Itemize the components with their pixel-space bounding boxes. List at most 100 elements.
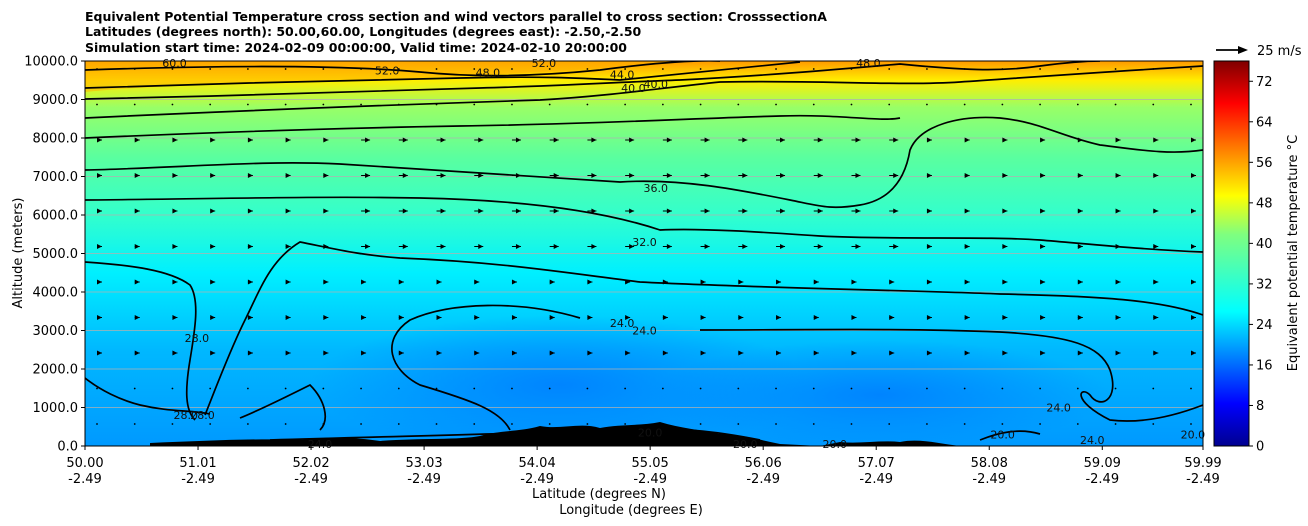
wind-vector-head — [1115, 279, 1121, 285]
contour-label: 20.0 — [823, 438, 848, 451]
wind-vector-head — [700, 315, 706, 320]
wind-vector-head — [365, 244, 371, 249]
wind-vector-head — [1002, 244, 1008, 249]
wind-vector-head — [893, 244, 899, 249]
wind-vector-head — [285, 173, 291, 178]
wind-vector-dot — [284, 68, 287, 70]
wind-vector-dot — [737, 103, 740, 106]
wind-vector-head — [704, 173, 710, 178]
wind-vector-head — [210, 137, 216, 143]
wind-vector-head — [97, 137, 102, 143]
wind-vector-dot — [171, 423, 174, 425]
wind-vector-dot — [775, 423, 777, 425]
wind-vector-dot — [1152, 387, 1155, 390]
wind-vector-head — [662, 350, 668, 356]
wind-vector-head — [553, 173, 559, 178]
wind-vector-head — [361, 350, 367, 356]
wind-vector-dot — [888, 387, 891, 390]
contour-label: 24.0 — [1046, 402, 1071, 415]
wind-vector-head — [172, 315, 178, 320]
colorbar-gradient — [1213, 60, 1250, 447]
wind-vector-head — [1115, 137, 1121, 143]
wind-vector-head — [97, 279, 102, 285]
wind-vector-head — [511, 315, 517, 320]
wind-vector-head — [964, 208, 970, 214]
wind-vector-head — [398, 279, 404, 285]
wind-vector-head — [1153, 173, 1159, 178]
wind-vector-head — [402, 173, 408, 178]
wind-vector-head — [742, 208, 748, 214]
wind-vector-head — [323, 350, 329, 356]
wind-vector-dot — [435, 387, 438, 390]
wind-vector-head — [893, 137, 899, 143]
wind-vector-head — [742, 244, 748, 249]
wind-vector-dot — [435, 68, 438, 70]
wind-vector-head — [478, 137, 484, 143]
wind-vector-dot — [246, 103, 249, 106]
wind-vector-dot — [548, 387, 551, 390]
wind-vector-dot — [511, 103, 513, 106]
wind-vector-head — [780, 173, 786, 178]
wind-vector-head — [662, 315, 668, 320]
plot-area — [85, 61, 1203, 446]
wind-vector-dot — [96, 387, 98, 390]
wind-vector-dot — [1114, 103, 1117, 106]
wind-vector-dot — [171, 68, 174, 70]
wind-vector-head — [1077, 279, 1083, 285]
wind-vector-head — [1153, 350, 1159, 356]
wind-vector-head — [742, 137, 748, 143]
wind-vector-dot — [171, 387, 174, 390]
x-tick-label-lon: -2.49 — [859, 472, 893, 487]
wind-vector-head — [591, 244, 597, 249]
wind-vector-dot — [775, 103, 777, 106]
wind-vector-dot — [360, 423, 362, 425]
wind-vector-dot — [1152, 103, 1155, 106]
wind-vector-dot — [360, 103, 362, 106]
wind-vector-head — [440, 244, 446, 249]
wind-vector-head — [587, 315, 593, 320]
x-tick-label-lon: -2.49 — [520, 472, 554, 487]
wind-vector-dot — [322, 103, 325, 106]
wind-vector-head — [738, 350, 744, 356]
wind-vector-head — [247, 137, 253, 143]
contour-label: 28.0 — [173, 409, 198, 422]
wind-vector-dot — [397, 68, 400, 70]
wind-vector-dot — [1039, 68, 1042, 70]
colorbar-tick-label: 32 — [1256, 277, 1273, 292]
wind-vector-dot — [624, 423, 627, 425]
wind-vector-head — [889, 315, 895, 320]
wind-vector-head — [247, 173, 253, 178]
wind-vector-dot — [209, 68, 212, 70]
wind-vector-dot — [737, 423, 740, 425]
wind-vector-dot — [1190, 387, 1192, 390]
wind-vector-head — [549, 315, 555, 320]
wind-vector-head — [926, 279, 932, 285]
wind-vector-dot — [1001, 387, 1004, 390]
wind-vector-head — [285, 279, 291, 285]
wind-vector-dot — [133, 387, 136, 390]
wind-vector-head — [474, 279, 480, 285]
wind-vector-head — [285, 350, 291, 356]
wind-vector-dot — [1076, 103, 1079, 106]
wind-vector-dot — [812, 423, 815, 425]
wind-vector-head — [964, 173, 970, 178]
wind-vector-dot — [1114, 387, 1117, 390]
wind-vector-head — [1153, 244, 1159, 249]
wind-vector-head — [172, 244, 178, 249]
wind-vector-dot — [1039, 387, 1042, 390]
chart-title-line-2: Latitudes (degrees north): 50.00,60.00, … — [85, 24, 642, 39]
colorbar-tick-label: 64 — [1256, 115, 1273, 130]
wind-vector-head — [210, 244, 216, 249]
wind-vector-head — [742, 173, 748, 178]
wind-vector-head — [926, 173, 932, 178]
wind-vector-dot — [397, 387, 400, 390]
wind-vector-head — [625, 315, 631, 320]
wind-vector-head — [402, 137, 408, 143]
wind-vector-head — [285, 244, 291, 249]
wind-vector-dot — [812, 68, 815, 70]
y-tick-label: 2000.0 — [33, 363, 79, 378]
wind-vector-dot — [586, 387, 589, 390]
wind-vector-dot — [133, 423, 136, 425]
wind-vector-head — [285, 208, 291, 214]
wind-vector-head — [1191, 173, 1196, 178]
